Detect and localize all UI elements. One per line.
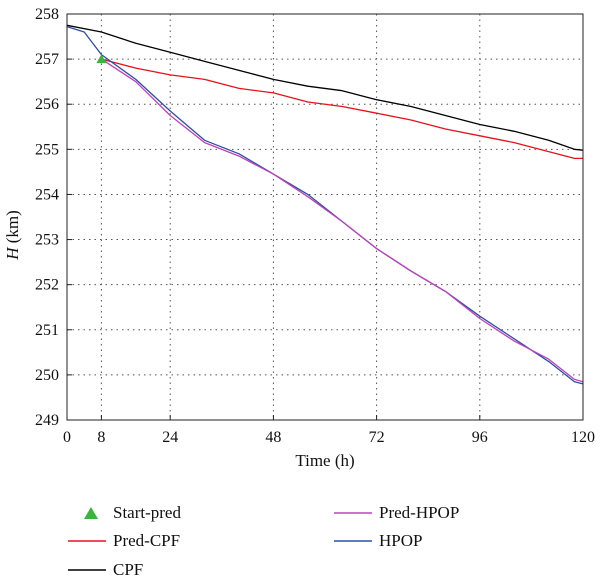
y-axis-title: H (km) <box>3 210 22 261</box>
legend-label-pred-hpop: Pred-HPOP <box>379 503 459 522</box>
grid-lines <box>67 14 583 420</box>
legend-label-start-pred: Start-pred <box>113 503 181 522</box>
legend-marker-start-pred <box>84 507 98 519</box>
x-tick-label: 48 <box>265 429 281 446</box>
legend-item-cpf: CPF <box>68 560 143 579</box>
start-pred-marker <box>96 54 107 64</box>
y-tick-label: 256 <box>35 96 59 113</box>
legend: Start-pred Pred-CPF CPF Pred-HPOP HPOP <box>68 503 459 579</box>
series-line-pred-cpf <box>101 58 583 160</box>
x-axis-title: Time (h) <box>295 451 354 470</box>
x-tick-label: 8 <box>97 429 105 446</box>
legend-label-pred-cpf: Pred-CPF <box>113 531 180 550</box>
x-tick-label: 72 <box>369 429 385 446</box>
y-tick-label: 258 <box>35 6 59 23</box>
series-line-cpf <box>66 24 584 151</box>
series-lines <box>66 24 584 385</box>
y-tick-label: 249 <box>35 412 59 429</box>
y-tick-label: 251 <box>35 322 59 339</box>
x-tick-label: 96 <box>472 429 488 446</box>
y-tick-label: 254 <box>35 186 59 203</box>
y-tick-label: 255 <box>35 141 59 158</box>
y-tick-label: 252 <box>35 277 59 294</box>
legend-label-hpop: HPOP <box>379 531 422 550</box>
series-line-pred-hpop <box>101 58 584 383</box>
legend-label-cpf: CPF <box>113 560 143 579</box>
legend-item-start-pred: Start-pred <box>84 503 181 522</box>
x-tick-label: 24 <box>162 429 178 446</box>
y-tick-label: 253 <box>35 232 59 249</box>
legend-item-pred-hpop: Pred-HPOP <box>334 503 459 522</box>
axis-ticks: 0 8 24 48 72 96 120 249 250 251 252 253 254 255 256 257… <box>35 6 595 446</box>
y-tick-label: 250 <box>35 367 59 384</box>
legend-item-pred-cpf: Pred-CPF <box>68 531 180 550</box>
x-tick-label: 120 <box>571 429 595 446</box>
x-tick-label: 0 <box>63 429 71 446</box>
legend-item-hpop: HPOP <box>334 531 422 550</box>
y-tick-label: 257 <box>35 51 59 68</box>
y-axis-title-var: H <box>3 246 22 261</box>
plot-frame <box>66 13 584 421</box>
y-axis-title-unit: (km) <box>3 210 22 247</box>
series-line-hpop <box>66 25 584 385</box>
